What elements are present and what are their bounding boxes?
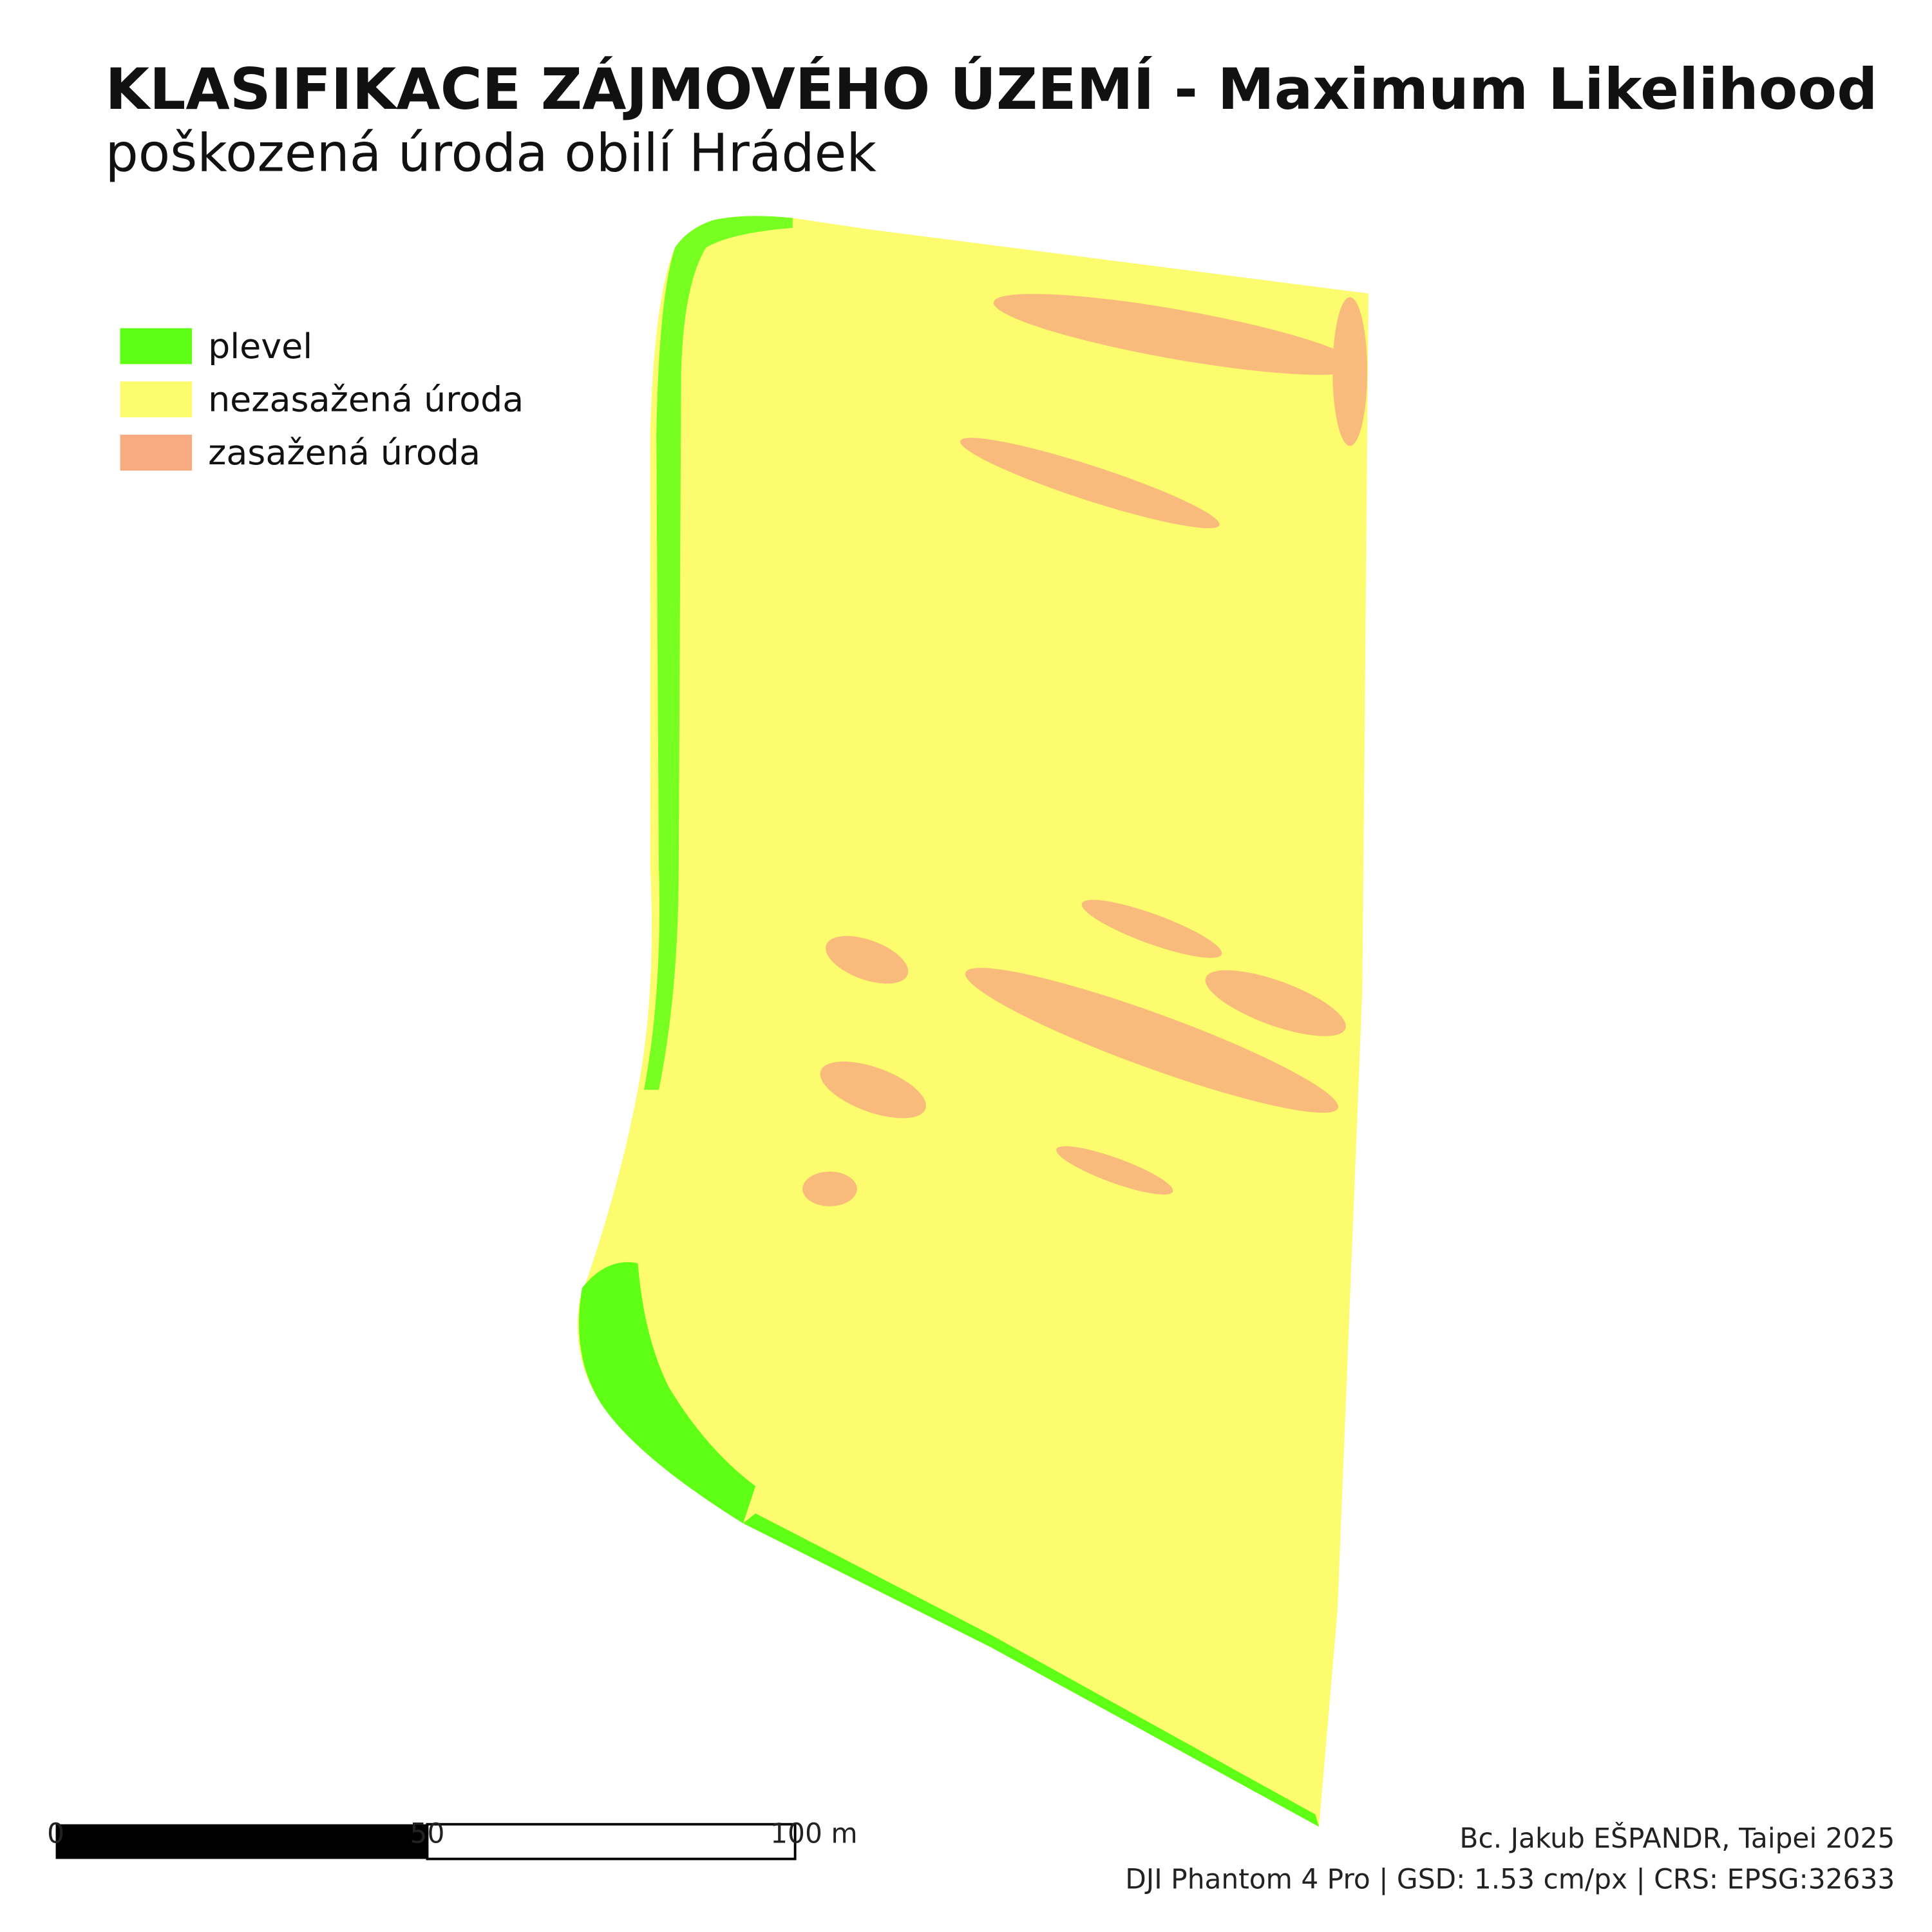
legend-swatch xyxy=(120,435,193,471)
legend-label: zasažená úroda xyxy=(208,432,480,473)
legend-label: plevel xyxy=(208,326,312,366)
legend-swatch xyxy=(120,328,193,365)
legend: plevel nezasažená úroda zasažená úroda xyxy=(120,326,524,473)
weed-patch xyxy=(579,1262,756,1524)
weed-edge xyxy=(644,216,793,1090)
damage-patches xyxy=(802,294,1368,1207)
scale-label: 0 xyxy=(47,1818,64,1850)
classified-field xyxy=(577,216,1368,1827)
scale-bar-black xyxy=(55,1824,428,1859)
legend-label: nezasažená úroda xyxy=(208,379,524,419)
field-area xyxy=(577,216,1368,1827)
scale-label: 50 xyxy=(410,1818,445,1850)
legend-swatch xyxy=(120,381,193,418)
credit-line: Bc. Jakub EŠPANDR, Taipei 2025 xyxy=(1459,1822,1895,1854)
map-title: KLASIFIKACE ZÁJMOVÉHO ÚZEMÍ - Maximum Li… xyxy=(105,55,1877,122)
map-subtitle: poškozená úroda obilí Hrádek xyxy=(105,123,876,184)
credit-line: DJI Phantom 4 Pro | GSD: 1.53 cm/px | CR… xyxy=(1125,1864,1895,1895)
scale-label: 100 m xyxy=(770,1818,857,1850)
scale-bar: 0 50 100 m xyxy=(47,1818,858,1861)
weed-edge xyxy=(743,1513,1320,1827)
scale-bar-white xyxy=(426,1823,797,1861)
